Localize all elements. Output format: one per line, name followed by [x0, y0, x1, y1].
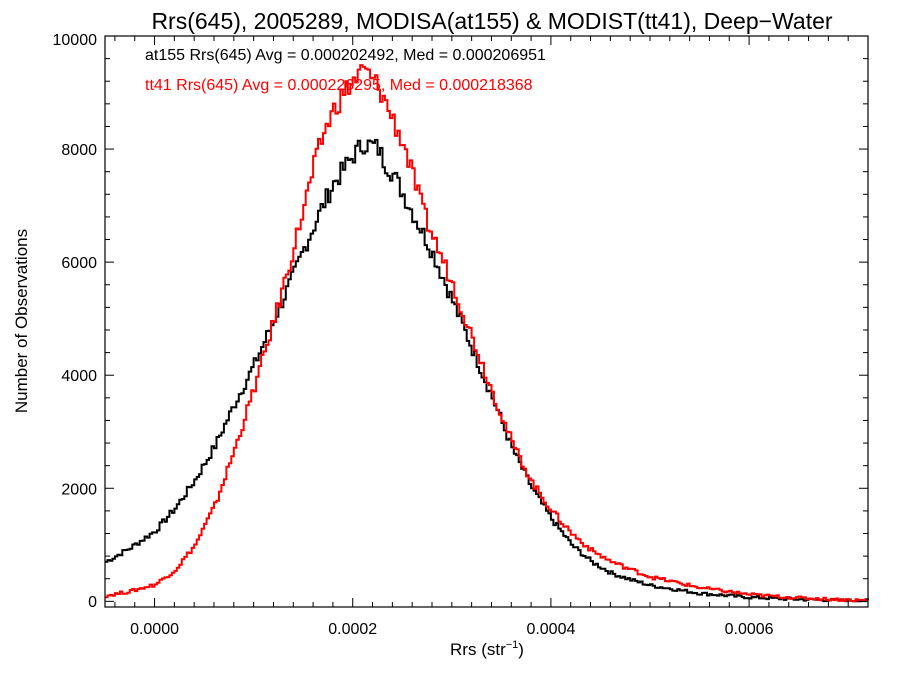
- y-tick-labels: 0 2000 4000 6000 8000 10000: [53, 32, 98, 611]
- x-axis-label-superscript: −1: [506, 639, 519, 651]
- series-line-1: [105, 64, 868, 603]
- x-tick-label: 0.0006: [725, 621, 774, 638]
- series-layer: [105, 64, 869, 603]
- plot-frame: [104, 35, 869, 608]
- tick-layer: [105, 35, 868, 607]
- annotation-at155-stats: at155 Rrs(645) Avg = 0.000202492, Med = …: [145, 47, 546, 64]
- x-axis-label-main: Rrs (str: [450, 640, 506, 659]
- x-axis-label: Rrs (str−1): [450, 639, 524, 659]
- x-tick-labels: 0.0000 0.0002 0.0004 0.0006: [130, 621, 774, 638]
- chart-title: Rrs(645), 2005289, MODISA(at155) & MODIS…: [151, 8, 832, 34]
- x-axis-label-close: ): [518, 640, 524, 659]
- y-tick-label: 10000: [53, 32, 98, 49]
- y-tick-label: 2000: [61, 481, 97, 498]
- y-tick-label: 6000: [61, 255, 97, 272]
- series-line-0: [105, 138, 869, 603]
- y-tick-label: 0: [88, 594, 97, 611]
- x-tick-label: 0.0002: [328, 621, 377, 638]
- x-tick-label: 0.0000: [130, 621, 179, 638]
- annotation-tt41-stats: tt41 Rrs(645) Avg = 0.000226295, Med = 0…: [145, 77, 533, 94]
- x-tick-label: 0.0004: [526, 621, 575, 638]
- y-axis-label: Number of Observations: [12, 229, 31, 413]
- y-tick-label: 8000: [61, 142, 97, 159]
- y-tick-label: 4000: [61, 368, 97, 385]
